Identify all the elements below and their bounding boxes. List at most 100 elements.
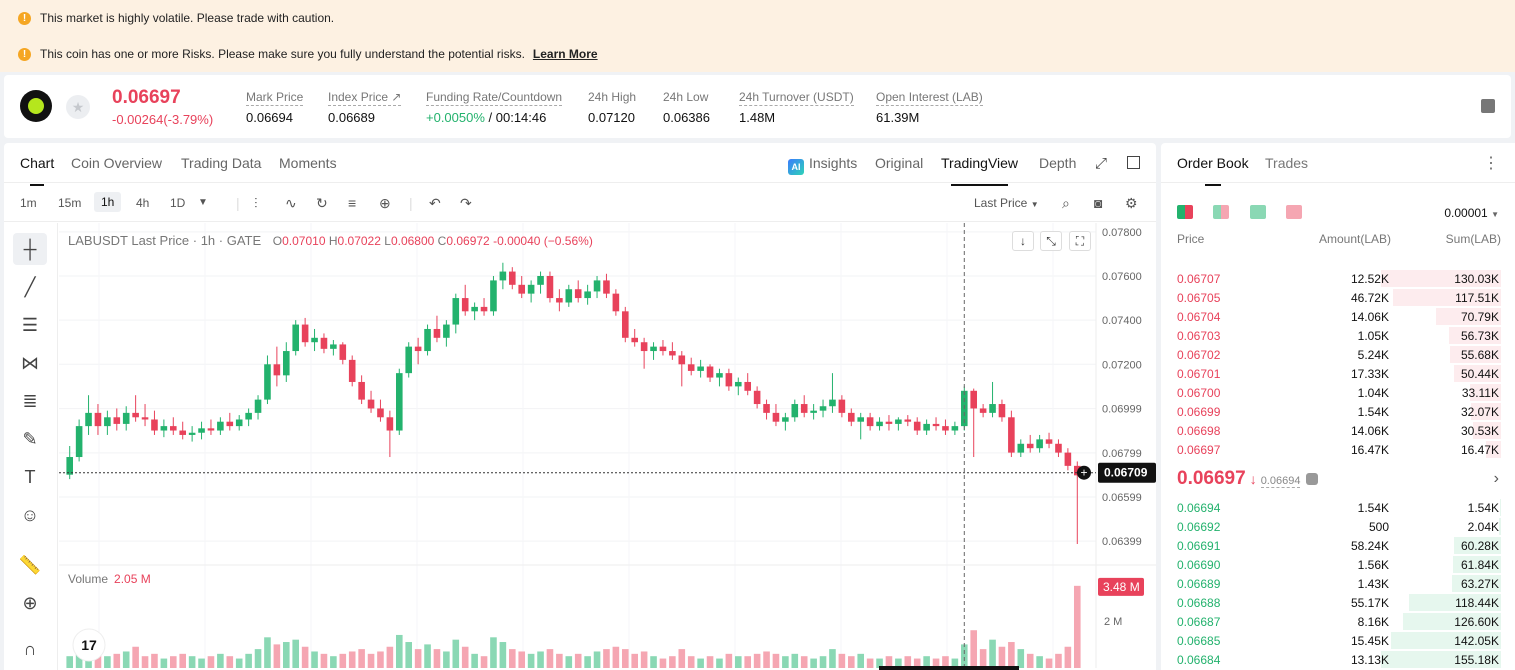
volume-bar xyxy=(452,639,460,668)
depth-bar xyxy=(1485,441,1501,458)
bid-row[interactable]: 0.06691 58.24K 60.28K xyxy=(1161,536,1515,555)
timeframe-4h[interactable]: 4h xyxy=(136,196,150,210)
view-both-icon[interactable] xyxy=(1177,205,1193,219)
magnet-icon[interactable]: ∩ xyxy=(23,638,37,659)
scroll-indicator xyxy=(879,666,1019,670)
bid-row[interactable]: 0.06692 500 2.04K xyxy=(1161,517,1515,536)
timeframe-1d[interactable]: 1D xyxy=(170,196,186,210)
tab-coin-overview[interactable]: Coin Overview xyxy=(71,155,163,171)
last-price-select[interactable]: Last Price ▼ xyxy=(974,196,1039,210)
ask-row[interactable]: 0.06699 1.54K 32.07K xyxy=(1161,402,1515,421)
tab-original[interactable]: Original xyxy=(875,155,924,171)
timeframe-dropdown-icon[interactable]: ▼ xyxy=(198,197,208,208)
favorite-star-icon[interactable]: ★ xyxy=(66,95,90,119)
guide-book-icon[interactable] xyxy=(1481,99,1495,113)
ask-row[interactable]: 0.06707 12.52K 130.03K xyxy=(1161,269,1515,288)
view-bids-icon[interactable] xyxy=(1249,205,1266,219)
stat-mark-price[interactable]: Mark Price 0.06694 xyxy=(246,88,304,125)
bid-row[interactable]: 0.06684 13.13K 155.18K xyxy=(1161,650,1515,669)
collapse-icon[interactable]: ⤡ xyxy=(1040,231,1062,251)
timeframe-15m[interactable]: 15m xyxy=(58,196,82,210)
bid-row[interactable]: 0.06687 8.16K 126.60K xyxy=(1161,612,1515,631)
tab-chart[interactable]: Chart xyxy=(20,155,55,186)
candle-body xyxy=(1073,465,1081,476)
tab-trades[interactable]: Trades xyxy=(1265,155,1309,171)
candle-body xyxy=(603,280,610,294)
maximize-icon[interactable]: ⛶ xyxy=(1069,231,1091,251)
bid-amount: 58.24K xyxy=(1350,539,1389,553)
more-options-icon[interactable]: ⋮ xyxy=(1483,155,1499,172)
mid-price-row[interactable]: 0.06697 ↓ 0.06694 › xyxy=(1177,468,1499,492)
ask-row[interactable]: 0.06701 17.33K 50.44K xyxy=(1161,364,1515,383)
redo-icon[interactable]: ↷ xyxy=(460,195,472,211)
volume-bar xyxy=(951,658,959,668)
crosshair-icon[interactable]: ┼ xyxy=(13,233,47,265)
scroll-down-icon[interactable]: ↓ xyxy=(1012,231,1034,251)
stat-index-price[interactable]: Index Price ↗ 0.06689 xyxy=(328,88,402,125)
bid-sum: 2.04K xyxy=(1467,520,1499,534)
precision-select[interactable]: 0.00001 ▼ xyxy=(1444,206,1499,220)
indicators-icon[interactable]: ∿ xyxy=(285,195,297,211)
ruler-icon[interactable]: 📏 xyxy=(18,554,42,575)
tab-trading-data[interactable]: Trading Data xyxy=(181,155,262,171)
expand-icon[interactable]: ⤢ xyxy=(1095,155,1108,172)
bid-row[interactable]: 0.06690 1.56K 61.84K xyxy=(1161,555,1515,574)
tab-depth[interactable]: Depth xyxy=(1039,155,1077,171)
ask-row[interactable]: 0.06698 14.06K 30.53K xyxy=(1161,421,1515,440)
learn-more-link[interactable]: Learn More xyxy=(532,47,598,61)
candlestick-chart[interactable]: 0.07800 0.07600 0.07400 0.07200 0.06999 0.067… xyxy=(59,223,1156,670)
text-tool-icon[interactable]: T xyxy=(24,466,36,487)
ask-row[interactable]: 0.06697 16.47K 16.47K xyxy=(1161,440,1515,459)
brush-icon[interactable]: ✎ xyxy=(22,428,38,449)
bid-amount: 1.43K xyxy=(1357,577,1389,591)
emoji-icon[interactable]: ☺ xyxy=(20,504,40,525)
ask-row[interactable]: 0.06700 1.04K 33.11K xyxy=(1161,383,1515,402)
tab-moments[interactable]: Moments xyxy=(279,155,337,171)
trend-line-icon[interactable]: ╱ xyxy=(24,276,36,297)
undo-icon[interactable]: ↶ xyxy=(429,195,441,211)
stat-funding-rate[interactable]: Funding Rate/Countdown +0.0050% / 00:14:… xyxy=(426,88,563,125)
ask-row[interactable]: 0.06705 46.72K 117.51K xyxy=(1161,288,1515,307)
camera-icon[interactable]: ◙ xyxy=(1094,195,1103,211)
bid-amount: 13.13K xyxy=(1350,653,1389,667)
search-icon[interactable]: ⌕ xyxy=(1062,195,1070,211)
volume-bar xyxy=(424,644,431,668)
timeframe-1m[interactable]: 1m xyxy=(20,196,37,210)
templates-icon[interactable]: ≡ xyxy=(348,195,357,211)
bid-row[interactable]: 0.06694 1.54K 1.54K xyxy=(1161,498,1515,517)
stat-open-interest[interactable]: Open Interest (LAB) 61.39M xyxy=(876,88,983,125)
bid-row[interactable]: 0.06688 55.17K 118.44K xyxy=(1161,593,1515,612)
view-mixed-icon[interactable] xyxy=(1213,205,1230,219)
stat-24h-turnover[interactable]: 24h Turnover (USDT) 1.48M xyxy=(739,88,854,125)
tab-insights[interactable]: AI Insights xyxy=(788,155,857,175)
add-alert-icon[interactable]: ⊕ xyxy=(379,195,391,211)
bid-row[interactable]: 0.06685 15.45K 142.05K xyxy=(1161,631,1515,650)
volume-bar xyxy=(697,658,704,668)
fullscreen-icon[interactable] xyxy=(1127,156,1140,169)
candle-body xyxy=(819,406,827,411)
ask-row[interactable]: 0.06703 1.05K 56.73K xyxy=(1161,326,1515,345)
tab-tradingview[interactable]: TradingView xyxy=(941,155,1019,186)
zoom-in-icon[interactable]: ⊕ xyxy=(22,592,38,613)
tab-order-book[interactable]: Order Book xyxy=(1177,155,1249,186)
divider: | xyxy=(409,195,413,211)
pattern-icon[interactable]: ⋈ xyxy=(21,352,39,373)
timeframe-1h[interactable]: 1h xyxy=(94,192,122,212)
ask-row[interactable]: 0.06702 5.24K 55.68K xyxy=(1161,345,1515,364)
settings-gear-icon[interactable]: ⚙ xyxy=(1125,195,1138,211)
chevron-right-icon[interactable]: › xyxy=(1493,470,1499,487)
volume-bar xyxy=(640,651,648,668)
bid-sum: 142.05K xyxy=(1454,634,1499,648)
shield-icon xyxy=(1306,473,1319,485)
candle-body xyxy=(75,426,83,458)
ask-row[interactable]: 0.06704 14.06K 70.79K xyxy=(1161,307,1515,326)
depth-bar xyxy=(1452,575,1501,592)
view-asks-icon[interactable] xyxy=(1286,205,1303,219)
bid-row[interactable]: 0.06689 1.43K 63.27K xyxy=(1161,574,1515,593)
fib-lines-icon[interactable]: ☰ xyxy=(21,314,39,335)
candle-body xyxy=(1055,443,1062,453)
bid-sum: 1.54K xyxy=(1467,501,1499,515)
replay-icon[interactable]: ↻ xyxy=(316,195,328,211)
projection-icon[interactable]: ≣ xyxy=(22,390,38,411)
candle-type-icon[interactable]: ⫶ xyxy=(254,195,258,211)
